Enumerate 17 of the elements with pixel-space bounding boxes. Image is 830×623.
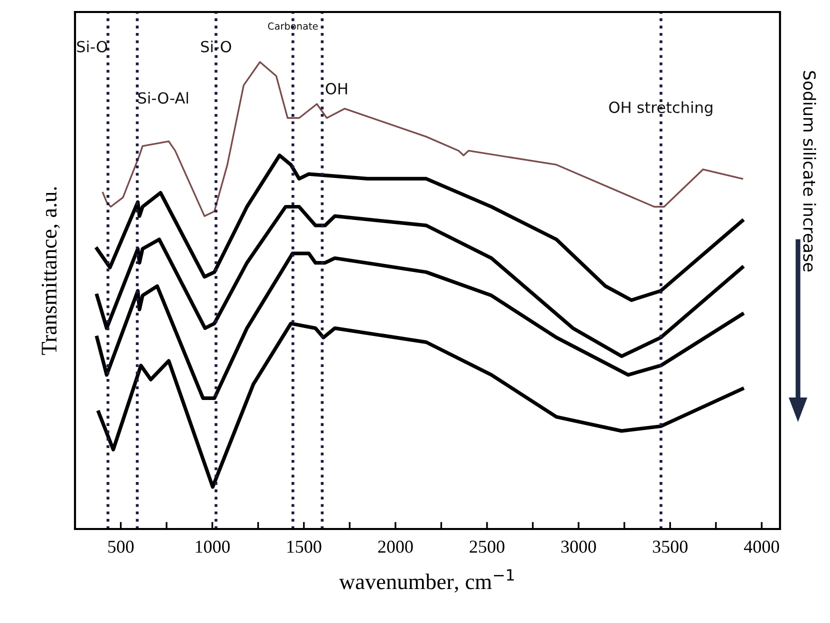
y-axis-title: Transmittance, a.u. <box>42 187 60 355</box>
x-tick-label: 500 <box>108 540 134 553</box>
ref-line-label: Si-O <box>77 40 108 52</box>
x-tick-label: 3500 <box>652 540 688 553</box>
ref-line-label: Si-O <box>201 40 232 52</box>
x-axis-title: wavenumber, cm$^{−1}$ <box>339 569 514 592</box>
ref-line-label: Si-O-Al <box>138 92 188 104</box>
x-tick-label: 1500 <box>287 540 322 553</box>
ref-line-label: OH <box>326 82 347 94</box>
x-tick-label: 4000 <box>744 540 780 553</box>
ref-line-label: Carbonate <box>268 22 318 30</box>
x-tick-label: 2000 <box>378 540 413 553</box>
x-tick-label: 3000 <box>561 540 596 553</box>
x-tick-label: 2500 <box>470 540 504 553</box>
x-tick-label: 1000 <box>196 540 230 553</box>
text: Sodium silicate increase <box>803 71 816 272</box>
ref-line-label: OH stretching <box>609 101 712 116</box>
